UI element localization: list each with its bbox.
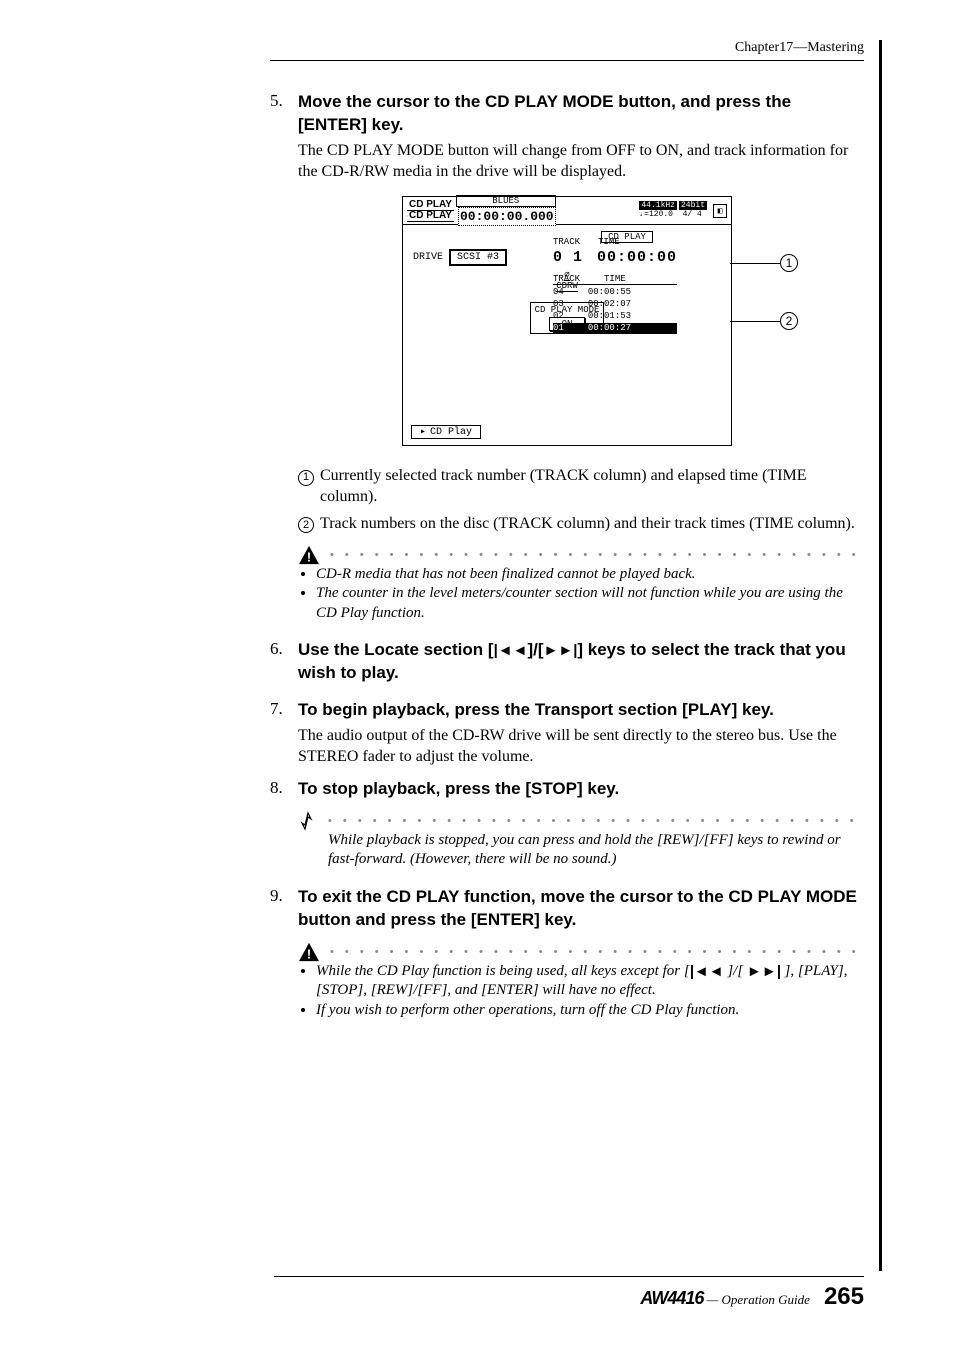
lcd-title-2: CD PLAY <box>407 211 454 222</box>
step-6: 6. Use the Locate section [|◄◄]/[►►|] ke… <box>270 639 864 689</box>
step-number: 6. <box>270 639 298 689</box>
th-time: TIME <box>598 237 620 247</box>
screenshot-figure: CD PLAY CD PLAY BLUES 00:00:00.000 44.1k… <box>270 196 864 446</box>
footer-brand: AW4416 <box>640 1288 703 1308</box>
footer-page-number: 265 <box>824 1283 864 1310</box>
lcd-screenshot: CD PLAY CD PLAY BLUES 00:00:00.000 44.1k… <box>402 196 732 446</box>
track-list: 0400:00:55 0300:02:07 0200:01:53 0100:00… <box>553 287 677 334</box>
next-track-icon: ►►| <box>544 641 578 661</box>
current-track: 0 1 <box>553 249 583 266</box>
prev-track-icon: |◄◄ <box>690 962 724 982</box>
step-title: Move the cursor to the CD PLAY MODE butt… <box>298 91 864 137</box>
step-number: 9. <box>270 886 298 936</box>
warn1-bullet1: CD-R media that has not been finalized c… <box>316 565 864 585</box>
tip-note: • • • • • • • • • • • • • • • • • • • • … <box>298 811 864 870</box>
step-title: To exit the CD PLAY function, move the c… <box>298 886 864 932</box>
th-track: TRACK <box>553 237 580 247</box>
warning-icon: ! <box>298 545 320 565</box>
next-track-icon: ►►| <box>747 962 781 982</box>
warning-note-1: ! • • • • • • • • • • • • • • • • • • • … <box>298 545 864 624</box>
lcd-songname: BLUES <box>456 195 556 207</box>
svg-text:!: ! <box>307 549 311 564</box>
callout-1: 1 <box>730 254 798 272</box>
lcd-header: CD PLAY CD PLAY BLUES 00:00:00.000 44.1k… <box>403 197 731 225</box>
drive-label: DRIVE <box>413 252 443 263</box>
play-icon: ▸ <box>420 426 426 438</box>
page-content: Chapter17—Mastering 5. Move the cursor t… <box>0 0 954 1076</box>
page-footer: AW4416 — Operation Guide 265 <box>274 1276 864 1311</box>
step-description: The CD PLAY MODE button will change from… <box>298 141 864 183</box>
step-description: The audio output of the CD-RW drive will… <box>298 726 864 768</box>
svg-text:!: ! <box>307 946 311 961</box>
tip-icon <box>298 811 318 831</box>
warn2-bullet2: If you wish to perform other operations,… <box>316 1001 864 1021</box>
step-number: 7. <box>270 699 298 768</box>
footer-guide: — Operation Guide <box>703 1292 810 1307</box>
warning-note-2: ! • • • • • • • • • • • • • • • • • • • … <box>298 942 864 1021</box>
tip-text: While playback is stopped, you can press… <box>328 831 864 870</box>
speaker-icon: ◧ <box>713 204 727 218</box>
annotation-1: 1 Currently selected track number (TRACK… <box>298 466 864 508</box>
step-number: 8. <box>270 778 298 805</box>
step-title: Use the Locate section [|◄◄]/[►►|] keys … <box>298 639 864 685</box>
footer-tab: ▸ CD Play <box>411 425 481 439</box>
current-time: 00:00:00 <box>597 249 677 266</box>
warn2-bullet1: While the CD Play function is being used… <box>316 962 864 1001</box>
lcd-meta: 44.1kHz24bit ♩=120.0 4/ 4 <box>639 202 709 220</box>
annotation-2: 2 Track numbers on the disc (TRACK colum… <box>298 514 864 535</box>
callout-2: 2 <box>730 312 798 330</box>
step-title: To stop playback, press the [STOP] key. <box>298 778 864 801</box>
prev-track-icon: |◄◄ <box>494 641 528 661</box>
step-7: 7. To begin playback, press the Transpor… <box>270 699 864 768</box>
warn1-bullet2: The counter in the level meters/counter … <box>316 584 864 623</box>
step-9: 9. To exit the CD PLAY function, move th… <box>270 886 864 936</box>
step-title: To begin playback, press the Transport s… <box>298 699 864 722</box>
annotation-text: Currently selected track number (TRACK c… <box>320 466 864 508</box>
warning-icon: ! <box>298 942 320 962</box>
chapter-header: Chapter17—Mastering <box>270 40 864 61</box>
side-rule <box>879 40 882 1271</box>
step-8: 8. To stop playback, press the [STOP] ke… <box>270 778 864 805</box>
step-5: 5. Move the cursor to the CD PLAY MODE b… <box>270 91 864 182</box>
annotation-text: Track numbers on the disc (TRACK column)… <box>320 514 855 535</box>
step-number: 5. <box>270 91 298 182</box>
lcd-counter: 00:00:00.000 <box>460 209 554 224</box>
drive-value: SCSI #3 <box>449 249 507 266</box>
